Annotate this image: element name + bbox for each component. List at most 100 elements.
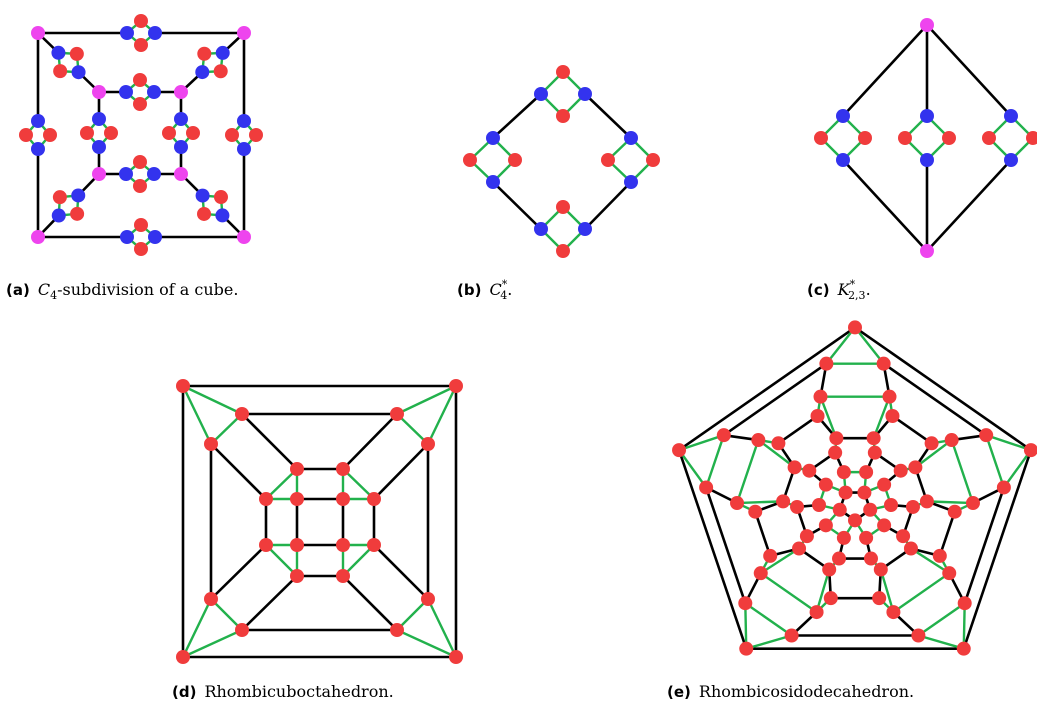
red-vertex — [52, 190, 67, 205]
red-vertex — [848, 513, 862, 528]
red-vertex — [792, 541, 807, 556]
blue-vertex — [92, 112, 106, 126]
red-vertex — [848, 320, 862, 335]
red-vertex — [885, 408, 900, 423]
blue-vertex — [119, 167, 133, 181]
blue-vertex — [174, 140, 188, 154]
red-vertex — [672, 443, 687, 458]
blue-vertex — [486, 175, 500, 189]
red-vertex — [859, 530, 874, 545]
black-edge — [704, 486, 747, 605]
red-vertex — [80, 126, 94, 140]
green-edge — [1002, 448, 1033, 489]
magenta-vertex — [92, 167, 106, 181]
green-edge — [984, 433, 1033, 452]
red-vertex — [896, 529, 911, 544]
red-vertex — [886, 605, 901, 620]
red-vertex — [730, 496, 745, 511]
green-edge — [264, 543, 299, 578]
red-vertex — [924, 436, 939, 451]
panel-b-vertices — [463, 65, 660, 258]
green-edge — [395, 597, 430, 632]
green-edge — [209, 597, 244, 632]
panel-b-c4-star — [463, 65, 660, 258]
red-vertex — [449, 650, 463, 664]
red-vertex — [259, 492, 273, 506]
black-edge — [882, 362, 988, 437]
green-edge — [925, 500, 975, 505]
red-vertex — [763, 548, 778, 563]
red-vertex — [133, 179, 147, 193]
magenta-vertex — [31, 26, 45, 40]
red-vertex — [449, 379, 463, 393]
blue-vertex — [174, 112, 188, 126]
red-vertex — [225, 128, 239, 142]
red-vertex — [19, 128, 33, 142]
black-edge — [240, 412, 299, 471]
black-edge — [963, 486, 1006, 605]
red-vertex — [508, 153, 522, 167]
panel-d-vertices — [176, 379, 463, 664]
red-vertex — [367, 492, 381, 506]
red-vertex — [836, 465, 851, 480]
green-edge — [872, 395, 891, 440]
red-vertex — [809, 605, 824, 620]
caption-a: (a) C4-subdivision of a cube. — [6, 280, 238, 302]
caption-d: (d) Rhombicuboctahedron. — [172, 682, 394, 701]
red-vertex — [646, 153, 660, 167]
blue-vertex — [92, 140, 106, 154]
red-vertex — [290, 538, 304, 552]
green-edge — [815, 568, 831, 614]
blue-vertex — [836, 109, 850, 123]
blue-vertex — [148, 26, 162, 40]
blue-vertex — [237, 114, 251, 128]
green-edge — [757, 438, 796, 469]
black-edge — [925, 158, 1013, 253]
red-vertex — [818, 477, 833, 492]
green-edge — [426, 384, 458, 446]
blue-vertex — [71, 188, 86, 203]
red-vertex — [197, 46, 212, 61]
green-edge — [181, 384, 213, 446]
blue-vertex — [920, 109, 934, 123]
red-vertex — [822, 562, 837, 577]
black-edge — [841, 158, 929, 253]
red-vertex — [134, 218, 148, 232]
black-edge — [938, 510, 957, 558]
blue-vertex — [51, 45, 66, 60]
red-vertex — [204, 437, 218, 451]
red-vertex — [996, 480, 1011, 495]
red-vertex — [739, 641, 754, 656]
red-vertex — [176, 379, 190, 393]
red-vertex — [235, 623, 249, 637]
green-edge — [264, 467, 299, 501]
black-edge — [583, 92, 633, 140]
green-edge — [181, 384, 244, 416]
green-edge — [819, 395, 838, 440]
black-edge — [677, 448, 748, 650]
green-edge — [984, 433, 1006, 489]
magenta-vertex — [174, 85, 188, 99]
green-edge — [917, 634, 965, 650]
red-vertex — [290, 569, 304, 583]
panel-c-vertices — [814, 18, 1037, 258]
blue-vertex — [624, 131, 638, 145]
red-vertex — [942, 131, 956, 145]
red-vertex — [771, 436, 786, 451]
red-vertex — [134, 242, 148, 256]
red-vertex — [876, 356, 891, 371]
magenta-vertex — [920, 18, 934, 32]
red-vertex — [932, 548, 947, 563]
red-vertex — [832, 551, 847, 566]
red-vertex — [947, 504, 962, 519]
red-vertex — [823, 591, 838, 606]
red-vertex — [919, 494, 934, 509]
red-vertex — [336, 569, 350, 583]
red-vertex — [858, 131, 872, 145]
magenta-vertex — [920, 244, 934, 258]
red-vertex — [751, 433, 766, 448]
blue-vertex — [1004, 153, 1018, 167]
panel-d-edges — [181, 384, 458, 659]
green-edge — [962, 602, 966, 650]
